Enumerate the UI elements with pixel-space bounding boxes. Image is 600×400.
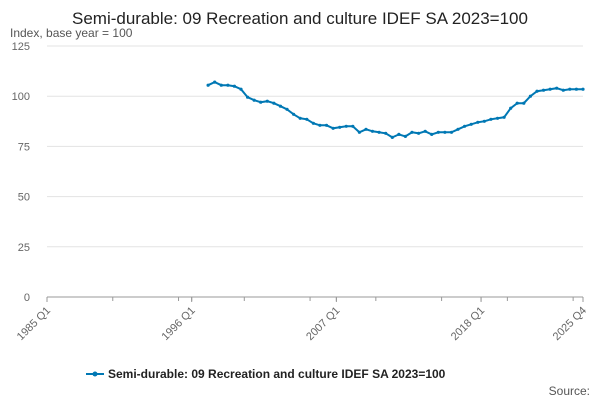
legend-label: Semi-durable: 09 Recreation and culture …	[108, 367, 446, 381]
y-tick-label: 125	[12, 41, 30, 53]
y-tick-label: 0	[24, 292, 30, 304]
data-point[interactable]	[292, 112, 296, 116]
data-point[interactable]	[469, 122, 473, 126]
data-point[interactable]	[410, 130, 414, 134]
data-point[interactable]	[403, 134, 407, 138]
data-point[interactable]	[305, 117, 309, 121]
data-point[interactable]	[213, 80, 217, 84]
data-point[interactable]	[463, 124, 467, 128]
y-tick-label: 50	[18, 192, 30, 204]
data-point[interactable]	[351, 124, 355, 128]
data-point[interactable]	[338, 125, 342, 129]
x-tick-label: 2007 Q1	[304, 305, 342, 343]
data-point[interactable]	[324, 123, 329, 127]
data-point[interactable]	[298, 116, 302, 120]
data-point[interactable]	[489, 117, 493, 121]
data-point[interactable]	[219, 83, 223, 87]
x-tick-label: 1985 Q1	[15, 305, 53, 343]
y-tick-label: 100	[12, 91, 30, 103]
data-point[interactable]	[541, 88, 546, 92]
gridlines	[47, 45, 583, 298]
data-point[interactable]	[561, 88, 565, 92]
data-point[interactable]	[548, 87, 552, 91]
data-point[interactable]	[430, 132, 434, 136]
x-tick-label: 2025 Q4	[551, 305, 589, 343]
data-point[interactable]	[509, 106, 513, 110]
data-point[interactable]	[417, 131, 421, 135]
data-point[interactable]	[259, 100, 263, 104]
data-point[interactable]	[239, 87, 243, 91]
chart-title: Semi-durable: 09 Recreation and culture …	[72, 9, 528, 28]
data-point[interactable]	[311, 121, 315, 125]
data-point[interactable]	[357, 130, 361, 134]
data-point[interactable]	[390, 135, 394, 139]
data-point[interactable]	[423, 129, 427, 133]
data-point[interactable]	[226, 83, 230, 87]
x-tick-label: 1996 Q1	[159, 305, 197, 343]
y-tick-label: 25	[18, 242, 30, 254]
data-point[interactable]	[449, 130, 454, 134]
data-point[interactable]	[384, 131, 388, 135]
data-point[interactable]	[528, 94, 533, 98]
data-point[interactable]	[278, 104, 283, 108]
data-point[interactable]	[515, 101, 519, 105]
series-line	[207, 80, 583, 139]
data-point[interactable]	[246, 95, 250, 99]
data-point[interactable]	[535, 89, 539, 93]
source-label: Source:	[549, 384, 590, 398]
data-point[interactable]	[232, 84, 236, 88]
data-point[interactable]	[252, 98, 256, 102]
data-point[interactable]	[206, 83, 210, 87]
data-point[interactable]	[482, 119, 486, 123]
data-point[interactable]	[370, 129, 375, 133]
legend[interactable]: Semi-durable: 09 Recreation and culture …	[86, 367, 446, 381]
data-point[interactable]	[443, 130, 447, 134]
x-tick-label: 2018 Q1	[449, 305, 487, 343]
legend-swatch-marker	[92, 371, 98, 377]
data-point[interactable]	[456, 127, 460, 131]
series-layer	[206, 80, 585, 139]
data-point[interactable]	[555, 86, 559, 90]
data-point[interactable]	[331, 126, 335, 130]
y-axis-ticks: 0 25 50 75 100 125	[12, 41, 30, 304]
data-point[interactable]	[495, 116, 500, 120]
data-point[interactable]	[476, 120, 480, 124]
x-axis-ticks: 1985 Q1 1996 Q1 2007 Q1 2018 Q1 2025 Q4	[15, 297, 589, 343]
data-point[interactable]	[344, 124, 348, 128]
data-point[interactable]	[522, 101, 526, 105]
data-point[interactable]	[397, 132, 401, 136]
data-point[interactable]	[574, 87, 579, 91]
data-point[interactable]	[285, 107, 289, 111]
data-point[interactable]	[265, 99, 269, 103]
data-point[interactable]	[318, 123, 322, 127]
y-tick-label: 75	[18, 141, 30, 153]
chart-subtitle: Index, base year = 100	[10, 26, 133, 40]
data-point[interactable]	[568, 87, 572, 91]
data-point[interactable]	[581, 87, 585, 91]
data-point[interactable]	[272, 101, 276, 105]
data-point[interactable]	[377, 130, 381, 134]
data-point[interactable]	[436, 130, 440, 134]
data-point[interactable]	[502, 115, 506, 119]
data-point[interactable]	[364, 127, 368, 131]
